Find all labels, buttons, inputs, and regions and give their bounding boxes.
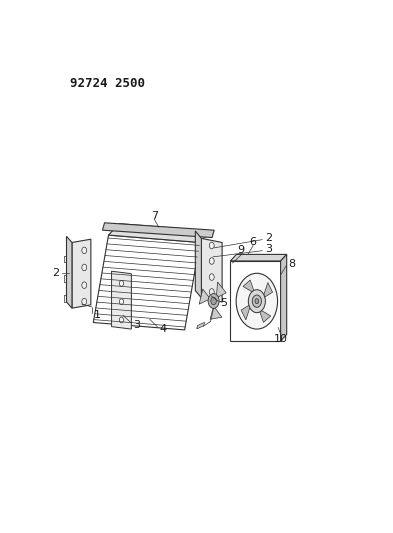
- Polygon shape: [259, 309, 271, 322]
- Polygon shape: [241, 304, 251, 320]
- Polygon shape: [281, 254, 287, 341]
- Text: 1: 1: [94, 310, 101, 320]
- Circle shape: [119, 317, 123, 323]
- Polygon shape: [230, 261, 281, 341]
- Circle shape: [248, 290, 265, 313]
- Polygon shape: [72, 239, 91, 308]
- Polygon shape: [93, 235, 200, 330]
- Text: 5: 5: [220, 298, 228, 308]
- Polygon shape: [263, 282, 273, 298]
- Polygon shape: [199, 289, 210, 304]
- Circle shape: [82, 282, 87, 288]
- Text: 9: 9: [237, 245, 244, 255]
- Polygon shape: [230, 254, 287, 261]
- Polygon shape: [197, 322, 204, 329]
- Text: 4: 4: [160, 324, 167, 334]
- Polygon shape: [66, 236, 72, 308]
- Text: 3: 3: [265, 245, 272, 254]
- Text: 2: 2: [52, 268, 59, 278]
- Circle shape: [119, 280, 123, 286]
- Circle shape: [252, 295, 261, 308]
- Polygon shape: [195, 231, 202, 298]
- Circle shape: [82, 298, 87, 305]
- Polygon shape: [103, 223, 214, 238]
- Text: 10: 10: [274, 334, 288, 344]
- Text: 6: 6: [250, 237, 257, 247]
- Polygon shape: [108, 224, 211, 243]
- Text: 7: 7: [151, 211, 158, 221]
- Circle shape: [82, 247, 87, 254]
- Circle shape: [209, 289, 214, 295]
- Circle shape: [119, 299, 123, 304]
- Circle shape: [209, 258, 214, 264]
- Polygon shape: [210, 306, 222, 319]
- Circle shape: [255, 298, 259, 304]
- Circle shape: [211, 297, 216, 305]
- Text: 3: 3: [133, 320, 140, 329]
- Text: 2: 2: [265, 233, 272, 244]
- Circle shape: [209, 242, 214, 249]
- Text: 92724 2500: 92724 2500: [70, 77, 145, 90]
- Polygon shape: [112, 271, 131, 329]
- Polygon shape: [243, 280, 255, 294]
- Circle shape: [209, 274, 214, 280]
- Text: 8: 8: [288, 259, 295, 269]
- Circle shape: [208, 294, 219, 309]
- Polygon shape: [217, 282, 226, 298]
- Polygon shape: [202, 238, 222, 302]
- Circle shape: [82, 264, 87, 271]
- Circle shape: [236, 273, 277, 329]
